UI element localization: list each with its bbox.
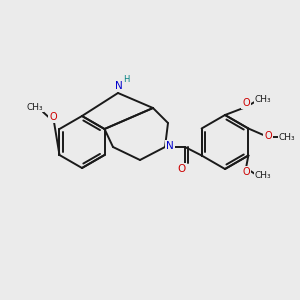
Text: N: N xyxy=(166,141,174,151)
Text: CH₃: CH₃ xyxy=(255,95,271,104)
Text: O: O xyxy=(242,167,250,177)
Text: O: O xyxy=(242,98,250,108)
Text: N: N xyxy=(115,81,123,91)
Text: CH₃: CH₃ xyxy=(255,172,271,181)
Text: H: H xyxy=(123,74,129,83)
Text: O: O xyxy=(264,131,272,141)
Text: CH₃: CH₃ xyxy=(279,133,295,142)
Text: O: O xyxy=(49,112,57,122)
Text: O: O xyxy=(177,164,185,174)
Text: CH₃: CH₃ xyxy=(27,103,43,112)
